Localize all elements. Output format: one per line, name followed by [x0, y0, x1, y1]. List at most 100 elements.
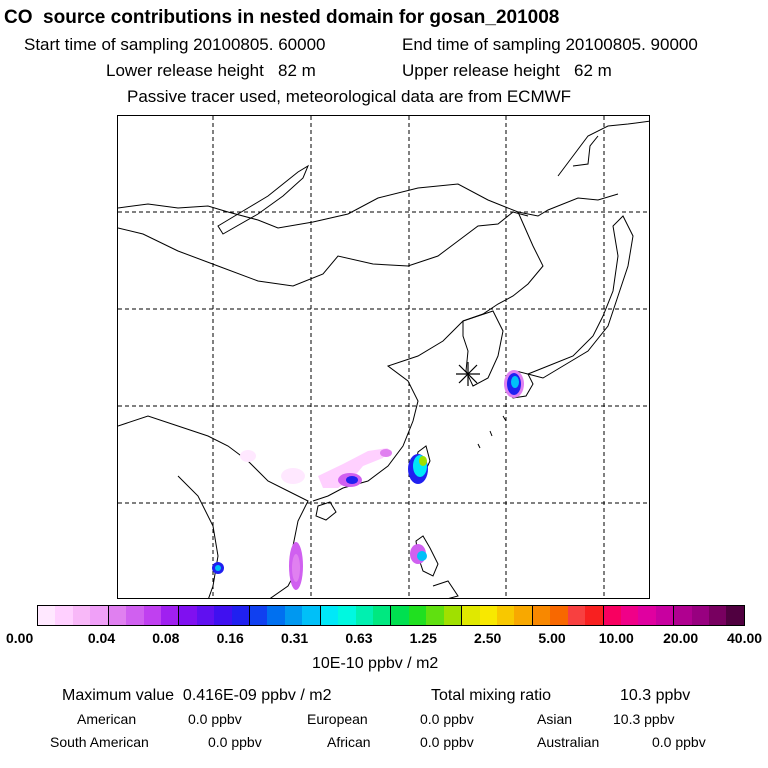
hainan — [315, 501, 337, 521]
map-panel — [117, 115, 650, 599]
colorbar-segment — [585, 606, 604, 625]
colorbar-segment — [674, 606, 692, 625]
region-value: 10.3 ppbv — [613, 711, 675, 727]
colorbar-segment — [179, 606, 197, 625]
sakhalin — [572, 135, 599, 167]
ryukyu-islands — [477, 415, 507, 449]
japan-honshu — [526, 215, 634, 379]
colorbar-segment — [320, 606, 339, 625]
colorbar-tick-label: 10.00 — [598, 630, 634, 646]
region-value: 0.0 ppbv — [652, 734, 706, 750]
colorbar-segment — [726, 606, 744, 625]
plume-indochina-core — [292, 554, 300, 582]
colorbar-unit: 10E-10 ppbv / m2 — [312, 655, 439, 672]
plume-philippines-core — [417, 551, 427, 561]
colorbar-segment — [196, 606, 215, 625]
colorbar-tick-label: 0.00 — [6, 630, 34, 646]
region-name: European — [307, 711, 368, 727]
korea — [462, 310, 504, 387]
colorbar-segment — [214, 606, 232, 625]
colorbar-segment — [302, 606, 321, 625]
colorbar-segment — [72, 606, 91, 625]
colorbar-tick-label: 0.04 — [87, 630, 116, 646]
region-value: 0.0 ppbv — [208, 734, 262, 750]
colorbar-segment — [408, 606, 427, 625]
colorbar-segment — [514, 606, 533, 625]
colorbar-segment — [567, 606, 586, 625]
philippines-south — [432, 580, 459, 598]
lake-baikal — [217, 164, 310, 235]
start-time: Start time of sampling 20100805. 60000 — [24, 35, 326, 54]
region-value: 0.0 ppbv — [420, 734, 474, 750]
colorbar-tick-label: 40.00 — [727, 630, 763, 646]
colorbar-tick-label: 0.31 — [280, 630, 309, 646]
colorbar-segment — [160, 606, 180, 625]
plume-taiwan-core — [419, 456, 427, 466]
colorbar — [37, 605, 745, 626]
colorbar-segment — [603, 606, 621, 625]
colorbar-tick-label: 0.16 — [216, 630, 244, 646]
region-name: American — [77, 711, 137, 727]
region-name: Asian — [537, 711, 573, 727]
total-mixing-label: Total mixing ratio — [431, 687, 552, 704]
colorbar-segment — [550, 606, 568, 625]
colorbar-segment — [443, 606, 463, 625]
region-name: Australian — [537, 734, 600, 750]
colorbar-segment — [620, 606, 639, 625]
plume-kyushu-center — [511, 376, 519, 388]
concentration-field — [212, 370, 524, 590]
total-mixing-value: 10.3 ppbv — [620, 687, 691, 704]
colorbar-segment — [426, 606, 444, 625]
region-name: South American — [50, 734, 149, 750]
region-value: 0.0 ppbv — [420, 711, 474, 727]
plume-inland-west — [240, 450, 256, 462]
colorbar-tick-label: 1.25 — [409, 630, 437, 646]
border-korea-china — [462, 211, 544, 322]
colorbar-segment — [391, 606, 409, 625]
asterisk-icon — [456, 362, 480, 386]
colorbar-segment — [373, 606, 392, 625]
colorbar-segment — [231, 606, 251, 625]
colorbar-segment — [655, 606, 675, 625]
colorbar-segment — [479, 606, 497, 625]
colorbar-segment — [638, 606, 656, 625]
region-name: African — [327, 734, 371, 750]
map-canvas — [118, 116, 649, 598]
colorbar-segment — [691, 606, 710, 625]
colorbar-tick-label: 5.00 — [538, 630, 566, 646]
coast-far-ne — [557, 120, 649, 177]
tracer-note: Passive tracer used, meteorological data… — [127, 87, 572, 106]
plume-china-coast-core — [346, 476, 358, 484]
max-value: Maximum value 0.416E-09 ppbv / m2 — [62, 687, 332, 704]
border-north — [118, 183, 619, 229]
end-time: End time of sampling 20100805. 90000 — [402, 35, 698, 54]
plume-china-coast — [318, 448, 388, 488]
colorbar-tick-label: 20.00 — [663, 630, 699, 646]
colorbar-segment — [496, 606, 515, 625]
colorbar-segment — [126, 606, 144, 625]
colorbar-segment — [108, 606, 127, 625]
upper-release-height: Upper release height 62 m — [402, 61, 612, 80]
plume-china-east — [380, 449, 392, 457]
colorbar-segment — [267, 606, 285, 625]
coastlines — [118, 120, 649, 598]
colorbar-segment — [250, 606, 268, 625]
colorbar-segment — [90, 606, 109, 625]
colorbar-segment — [355, 606, 374, 625]
grid-lines — [118, 116, 649, 598]
lower-release-height: Lower release height 82 m — [106, 61, 316, 80]
border-thailand — [177, 475, 219, 598]
plume-thailand-core — [215, 565, 221, 571]
colorbar-segment — [55, 606, 73, 625]
colorbar-segment — [284, 606, 303, 625]
page-title: CO source contributions in nested domain… — [4, 7, 560, 28]
colorbar-segment — [532, 606, 551, 625]
china-coast — [312, 320, 464, 502]
colorbar-tick-label: 2.50 — [474, 630, 502, 646]
colorbar-segment — [709, 606, 727, 625]
colorbar-tick-label: 0.63 — [345, 630, 373, 646]
colorbar-segment — [143, 606, 161, 625]
colorbar-segment — [38, 606, 56, 625]
colorbar-segment — [338, 606, 356, 625]
plume-inland — [281, 468, 305, 484]
